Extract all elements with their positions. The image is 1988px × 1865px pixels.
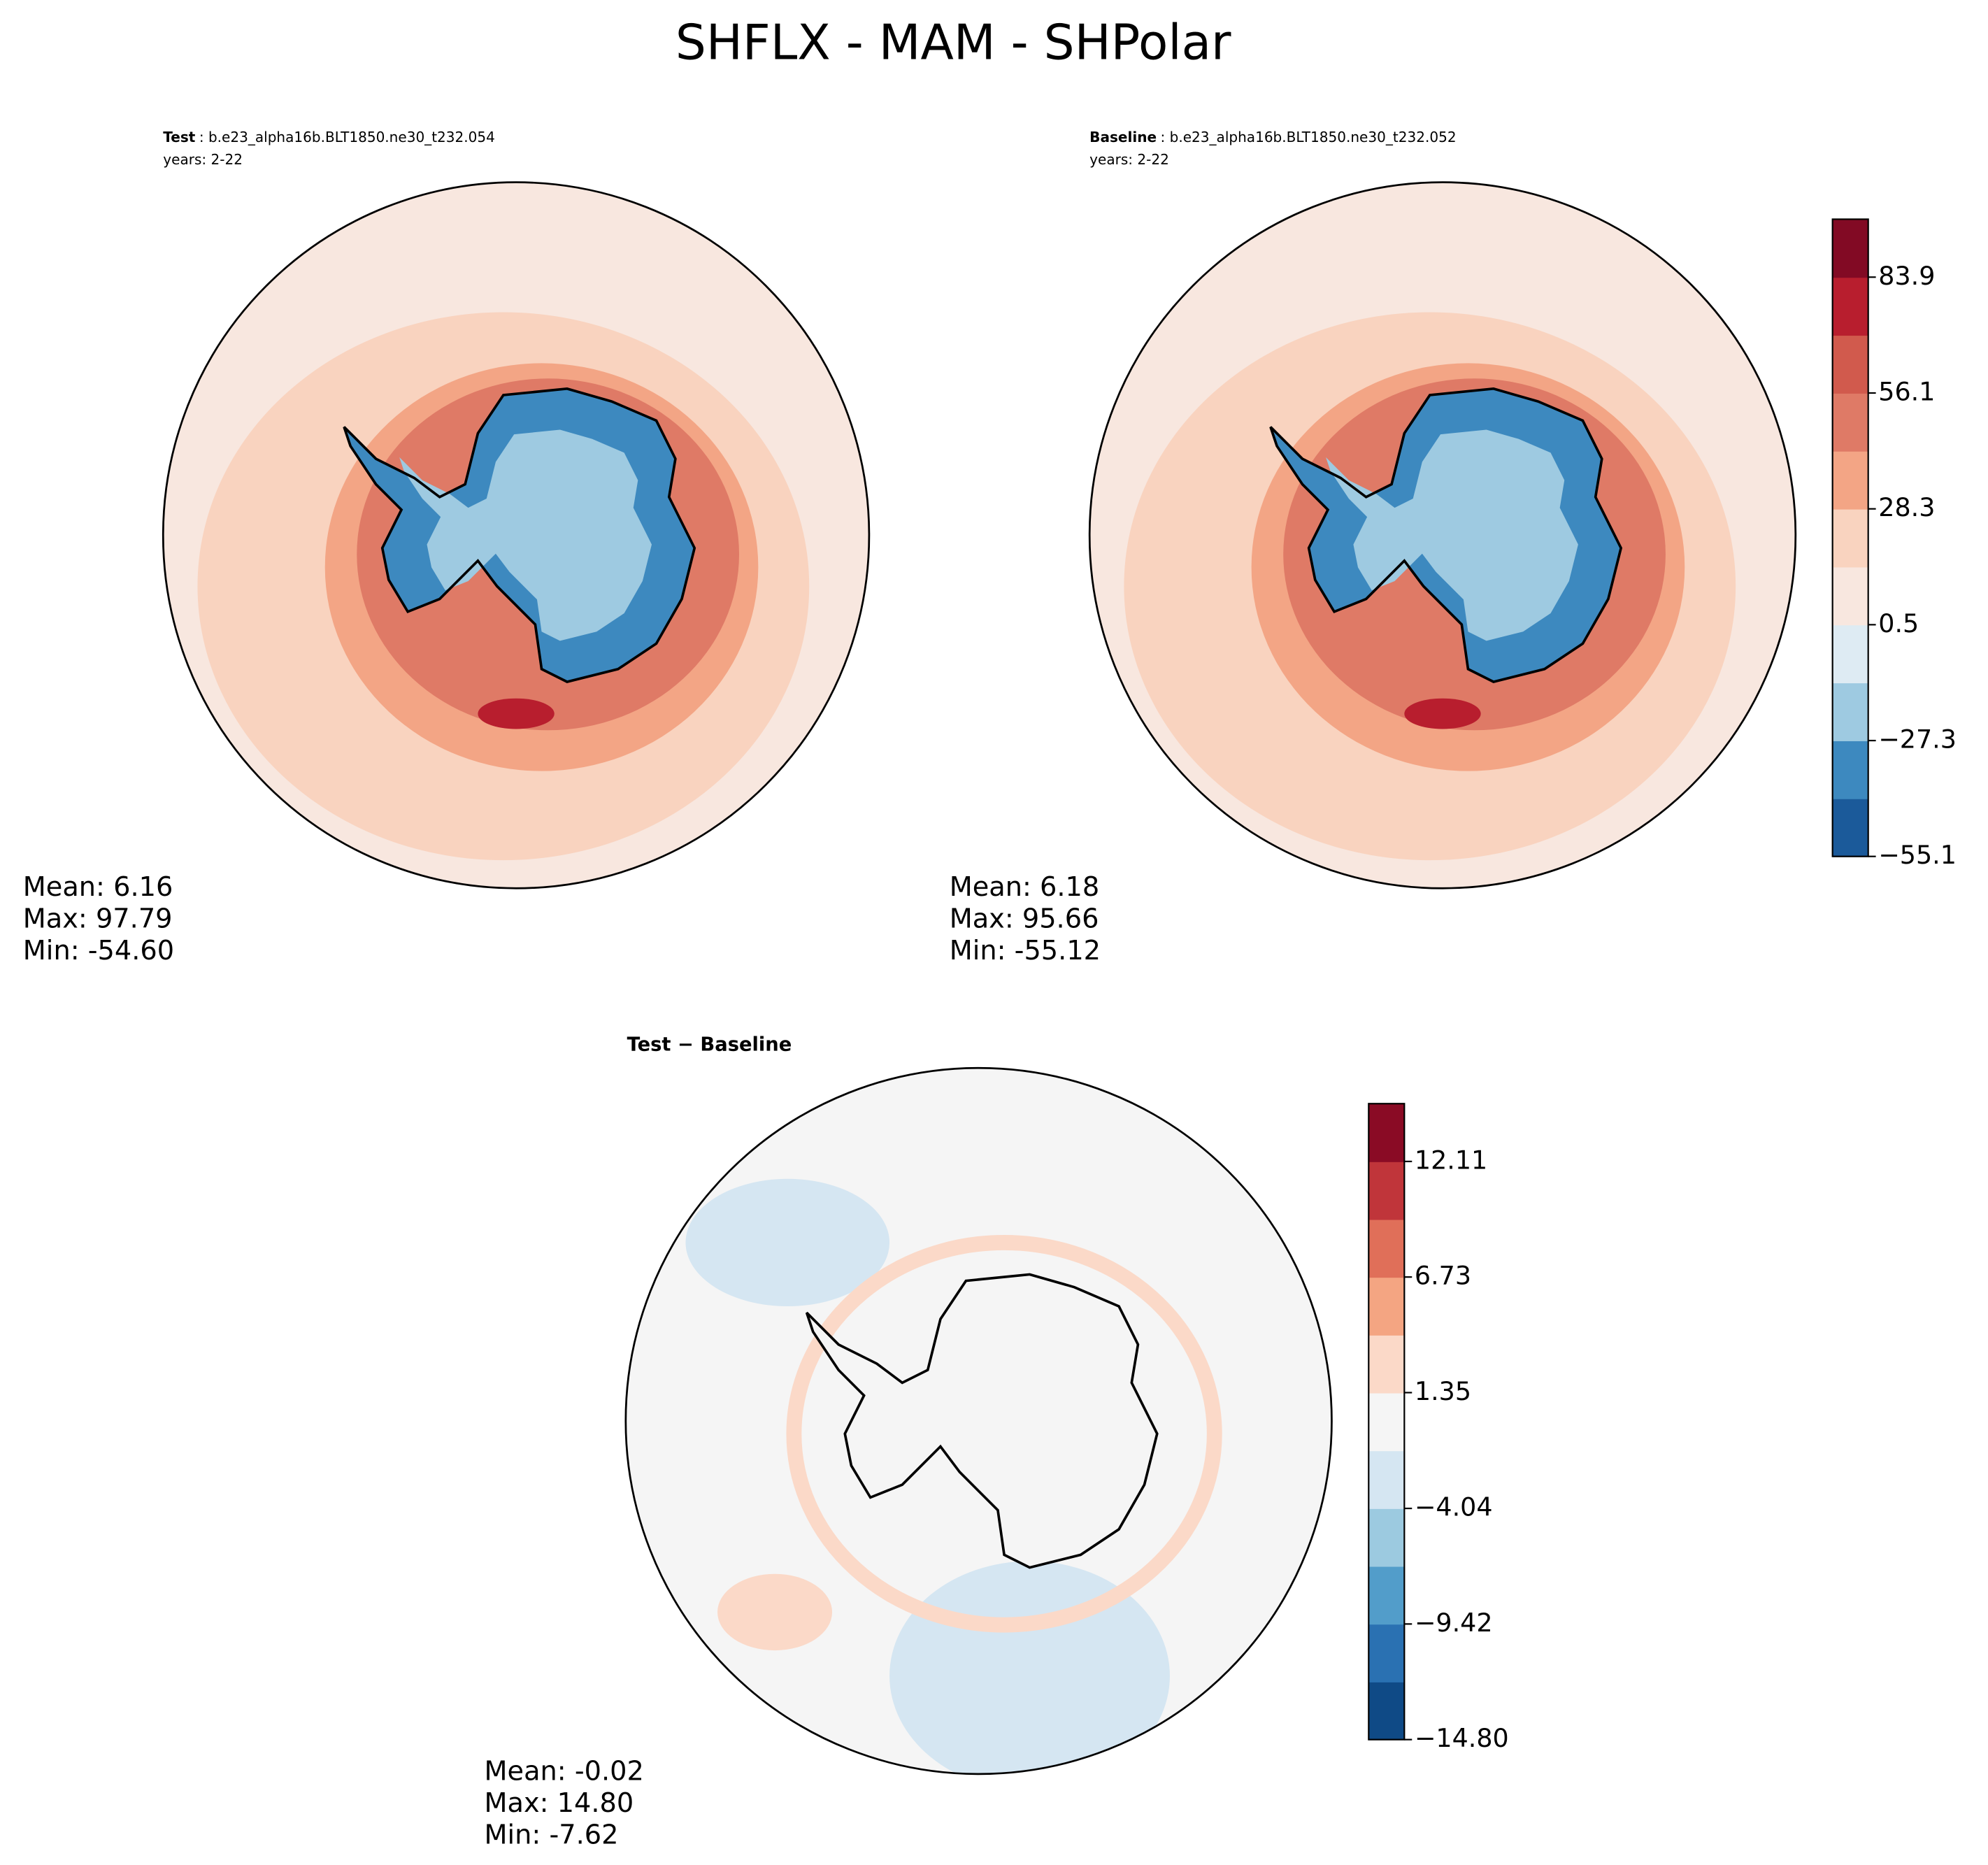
colorbar-band — [1368, 1392, 1405, 1452]
colorbar-tick-label: 6.73 — [1415, 1261, 1471, 1291]
colorbar-band — [1832, 450, 1868, 510]
map — [625, 1068, 1332, 1774]
field — [685, 1178, 890, 1307]
colorbar-band — [1368, 1161, 1405, 1220]
colorbar-band — [1368, 1334, 1405, 1394]
map — [163, 182, 869, 889]
map-boundary — [162, 181, 871, 889]
colorbar-band — [1368, 1566, 1405, 1625]
coastline — [343, 387, 696, 683]
stat: Mean: -0.02 — [485, 1756, 644, 1787]
colorbar-band — [1368, 1277, 1405, 1336]
colorbar-band — [1832, 508, 1868, 568]
colorbar-band — [1368, 1681, 1405, 1741]
stat: Min: -7.62 — [485, 1820, 619, 1851]
colorbar-band — [1368, 1103, 1405, 1162]
panel-title-rest: : b.e23_alpha16b.BLT1850.ne30_t232.054 — [199, 128, 495, 145]
figure-title: SHFLX - MAM - SHPolar — [675, 15, 1231, 71]
colorbar-band — [1832, 624, 1868, 684]
panel-title: Test − Baseline — [627, 1034, 792, 1055]
panel-title-bold: Test — [163, 128, 196, 145]
panel-title: Test: b.e23_alpha16b.BLT1850.ne30_t232.0… — [163, 128, 495, 145]
panel-title-bold: Test − Baseline — [627, 1034, 792, 1055]
stat: Min: -54.60 — [23, 935, 174, 966]
colorbar-band — [1832, 683, 1868, 741]
map-boundary — [624, 1066, 1333, 1775]
colorbar-band — [1368, 1624, 1405, 1682]
map-boundary — [1088, 181, 1797, 889]
colorbar-band — [1832, 798, 1868, 857]
colorbar-band — [1832, 277, 1868, 336]
colorbar-tick-label: −14.80 — [1415, 1723, 1509, 1753]
panel-title-bold: Baseline — [1089, 128, 1157, 145]
stat: Mean: 6.18 — [950, 871, 1100, 903]
colorbar-band — [1368, 1450, 1405, 1509]
colorbar-band — [1832, 219, 1868, 278]
colorbar-tick-label: 0.5 — [1878, 608, 1919, 638]
panel-years: years: 2-22 — [163, 151, 243, 168]
stat: Mean: 6.16 — [23, 871, 173, 903]
colorbar-band — [1832, 741, 1868, 799]
field — [786, 1234, 1222, 1633]
colorbar-band — [1368, 1508, 1405, 1567]
colorbar-band — [1832, 335, 1868, 394]
stat: Max: 97.79 — [23, 903, 173, 934]
stat: Min: -55.12 — [950, 935, 1101, 966]
stat: Max: 95.66 — [950, 903, 1099, 934]
panel-title: Baseline: b.e23_alpha16b.BLT1850.ne30_t2… — [1089, 128, 1456, 145]
panel-years: years: 2-22 — [1089, 151, 1169, 168]
colorbar-band — [1832, 566, 1868, 626]
panel-title-rest: : b.e23_alpha16b.BLT1850.ne30_t232.052 — [1161, 128, 1457, 145]
field — [806, 1274, 1157, 1568]
colorbar-tick-label: 56.1 — [1878, 376, 1935, 406]
field — [399, 429, 652, 641]
coastline — [1269, 387, 1623, 683]
colorbar-band — [1368, 1219, 1405, 1278]
coastline — [805, 1273, 1159, 1569]
field — [1404, 698, 1481, 729]
colorbar-tick-label: 28.3 — [1878, 492, 1935, 522]
colorbar-band — [1832, 392, 1868, 452]
field — [1326, 429, 1578, 641]
colorbar-tick-label: −9.42 — [1415, 1608, 1493, 1638]
colorbar-tick-label: 1.35 — [1415, 1376, 1471, 1406]
field — [717, 1573, 833, 1651]
colorbar-tick-label: −4.04 — [1415, 1492, 1493, 1522]
colorbar-tick-label: −27.3 — [1878, 724, 1957, 755]
colorbar-tick-label: 83.9 — [1878, 261, 1935, 291]
colorbar-tick-label: −55.1 — [1878, 840, 1957, 870]
colorbar-tick-label: 12.11 — [1415, 1145, 1487, 1175]
field — [478, 698, 555, 729]
colorbar-frame — [1368, 1103, 1406, 1741]
stat: Max: 14.80 — [485, 1787, 634, 1819]
colorbar-frame — [1831, 218, 1869, 857]
map — [1089, 182, 1796, 889]
